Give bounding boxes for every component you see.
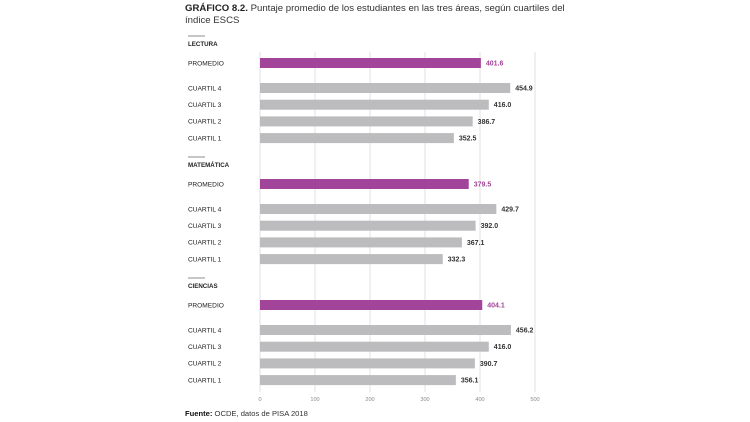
bar-cuartil — [260, 358, 475, 369]
value-label: 379.5 — [474, 181, 492, 188]
bar-cuartil — [260, 116, 473, 127]
value-label: 454.9 — [515, 85, 533, 92]
group-title: LECTURA — [188, 41, 218, 48]
bar-cuartil — [260, 83, 511, 93]
category-label: CUARTIL 2 — [188, 361, 222, 368]
bar-promedio — [260, 179, 469, 189]
value-label: 352.5 — [459, 136, 477, 143]
value-label: 367.1 — [467, 240, 485, 247]
category-label: CUARTIL 4 — [188, 85, 222, 92]
category-label: CUARTIL 4 — [188, 206, 222, 213]
bar-cuartil — [260, 341, 489, 352]
bar-promedio — [260, 300, 483, 310]
bar-cuartil — [260, 237, 462, 248]
category-label: PROMEDIO — [188, 181, 224, 188]
chart-title-label: GRÁFICO 8.2. — [185, 3, 248, 14]
value-label: 404.1 — [487, 302, 505, 309]
value-label: 416.0 — [494, 102, 512, 109]
bar-promedio — [260, 58, 481, 68]
value-label: 392.0 — [481, 223, 499, 230]
category-label: CUARTIL 1 — [188, 256, 222, 263]
bar-cuartil — [260, 99, 489, 110]
category-label: CUARTIL 1 — [188, 135, 222, 142]
bar-cuartil — [260, 220, 476, 231]
bar-cuartil — [260, 204, 497, 214]
chart-title-text: Puntaje promedio de los estudiantes en l… — [185, 3, 565, 26]
x-tick-label: 100 — [310, 397, 319, 403]
category-label: CUARTIL 3 — [188, 344, 222, 351]
x-tick-label: 400 — [475, 397, 484, 403]
bar-cuartil — [260, 375, 456, 386]
value-label: 456.2 — [516, 327, 534, 334]
value-label: 416.0 — [494, 344, 512, 351]
category-label: CUARTIL 1 — [188, 377, 222, 384]
value-label: 401.6 — [486, 60, 504, 67]
bar-cuartil — [260, 133, 454, 144]
category-label: PROMEDIO — [188, 302, 224, 309]
x-tick-label: 300 — [420, 397, 429, 403]
value-label: 429.7 — [501, 206, 519, 213]
source-text: OCDE, datos de PISA 2018 — [214, 409, 308, 418]
group-title: MATEMÁTICA — [188, 162, 230, 169]
value-label: 356.1 — [461, 378, 479, 385]
x-tick-label: 0 — [258, 397, 261, 403]
bar-cuartil — [260, 325, 511, 335]
value-label: 332.3 — [448, 257, 466, 264]
value-label: 390.7 — [480, 361, 498, 368]
bar-cuartil — [260, 254, 443, 265]
category-label: CUARTIL 2 — [188, 119, 222, 126]
source-label: Fuente: — [185, 409, 213, 418]
category-label: CUARTIL 4 — [188, 327, 222, 334]
category-label: CUARTIL 3 — [188, 102, 222, 109]
category-label: PROMEDIO — [188, 60, 224, 67]
chart-source: Fuente: OCDE, datos de PISA 2018 — [185, 409, 308, 418]
x-tick-label: 500 — [530, 397, 539, 403]
chart-title: GRÁFICO 8.2. Puntaje promedio de los est… — [185, 3, 575, 27]
group-title: CIENCIAS — [188, 283, 218, 290]
value-label: 386.7 — [478, 119, 496, 126]
category-label: CUARTIL 3 — [188, 223, 222, 230]
category-label: CUARTIL 2 — [188, 240, 222, 247]
x-tick-label: 200 — [365, 397, 374, 403]
